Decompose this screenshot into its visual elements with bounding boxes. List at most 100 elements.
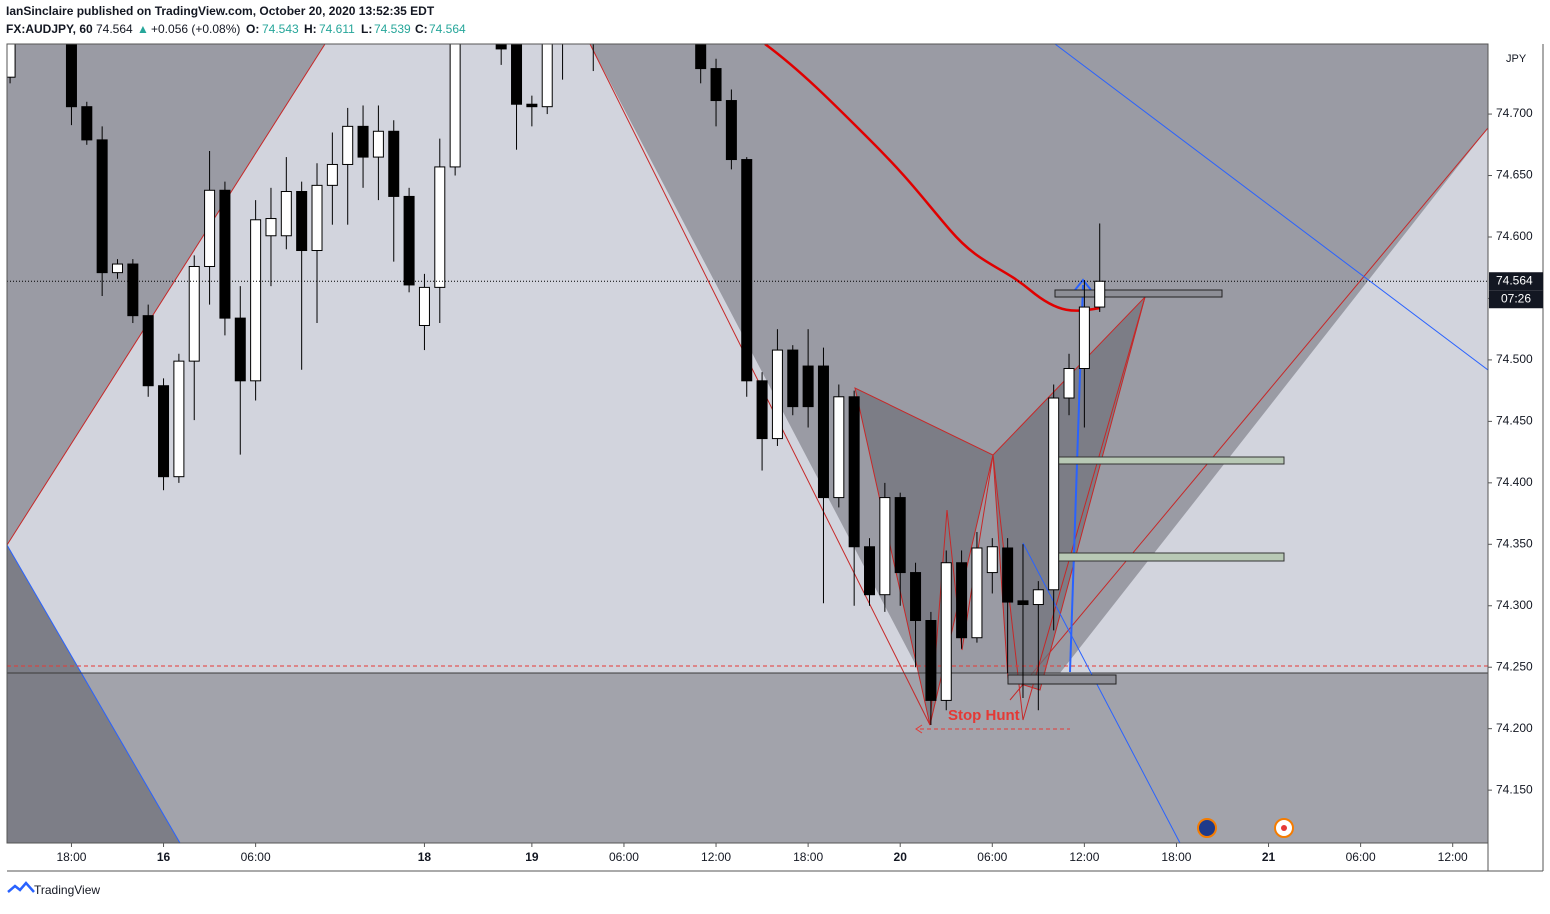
last-price-box — [1489, 272, 1543, 291]
y-tick-label: 74.700 — [1496, 106, 1533, 120]
candle-body — [311, 184, 323, 252]
author-line: IanSinclaire published on TradingView.co… — [6, 4, 435, 18]
x-tick-label: 12:00 — [701, 850, 731, 864]
candle-body — [833, 396, 845, 499]
candle-body — [434, 166, 446, 288]
candle-body — [418, 286, 430, 326]
channel-region — [1060, 128, 1488, 673]
y-tick-label: 74.250 — [1496, 659, 1533, 673]
ohlc-label: O: — [246, 22, 259, 36]
ohlc-value: 74.543 — [262, 22, 299, 36]
candle-body — [265, 218, 277, 237]
brand: TradingView — [34, 883, 100, 897]
lower-region — [7, 673, 1488, 843]
candle-body — [741, 159, 753, 382]
candle-body — [234, 317, 246, 382]
event-icon — [1197, 818, 1217, 838]
candle-body — [588, 28, 598, 34]
candle-body — [526, 103, 538, 108]
candle-body — [219, 189, 231, 319]
candle-body — [188, 265, 200, 362]
candle-body — [771, 349, 783, 440]
candle-body — [388, 130, 400, 197]
candle-body — [971, 547, 983, 639]
candle-body — [1048, 397, 1060, 591]
symbol: FX:AUDJPY, 60 — [6, 22, 93, 36]
y-tick-label: 74.200 — [1496, 721, 1533, 735]
x-tick-label: 18 — [418, 850, 432, 864]
pattern — [992, 296, 1146, 691]
candle-body — [326, 163, 338, 186]
candle-body — [802, 365, 814, 408]
channel-line — [1009, 127, 1488, 701]
candle-body — [848, 396, 860, 548]
x-tick-label: 16 — [157, 850, 171, 864]
candle-body — [250, 219, 262, 382]
ohlc-label: L: — [361, 22, 372, 36]
event-icon-dot — [1281, 825, 1287, 831]
countdown-box — [1489, 290, 1543, 309]
candle-body — [695, 44, 707, 70]
brand-logo — [7, 881, 35, 893]
y-tick-label: 74.350 — [1496, 536, 1533, 550]
candle-body — [817, 365, 829, 499]
zone — [1007, 674, 1117, 685]
symbol-line: FX:AUDJPY, 60 74.564 ▲ +0.056 (+0.08%) O… — [6, 22, 466, 36]
y-tick-label: 74.450 — [1496, 414, 1533, 428]
candle-body — [403, 195, 415, 286]
ohlc-label: C: — [415, 22, 428, 36]
stop-hunt-arrow-head — [915, 724, 923, 734]
candle-body — [1063, 368, 1075, 399]
x-tick-label: 19 — [525, 850, 539, 864]
candle-body — [296, 191, 308, 252]
ohlc-value: 74.539 — [374, 22, 411, 36]
y-tick-label: 74.500 — [1496, 352, 1533, 366]
candle-body — [81, 106, 93, 141]
arrow: ▲ — [137, 22, 149, 36]
x-tick-label: 06:00 — [1346, 850, 1376, 864]
candle-body — [925, 620, 937, 701]
candle-body — [1094, 280, 1106, 308]
x-tick-label: 21 — [1262, 850, 1276, 864]
channel-region — [7, 44, 920, 673]
candle-body — [158, 385, 170, 478]
candle-body — [725, 100, 737, 161]
candle-body — [558, 34, 568, 40]
candle-body — [204, 189, 216, 267]
candle-body — [1078, 306, 1090, 370]
x-tick-label: 18:00 — [1161, 850, 1191, 864]
candle-body — [111, 263, 123, 274]
candle-body — [541, 44, 553, 108]
candle-body — [910, 572, 922, 622]
candle-body — [96, 139, 108, 274]
candle-body — [1017, 600, 1029, 606]
y-tick-label: 74.150 — [1496, 782, 1533, 796]
candle-body — [511, 44, 523, 105]
candle-body — [357, 125, 369, 158]
trend-line — [1022, 542, 1181, 843]
y-tick-label: 74.600 — [1496, 229, 1533, 243]
y-tick-label: 74.650 — [1496, 168, 1533, 182]
candle-body — [342, 125, 354, 165]
channel-line — [7, 44, 326, 546]
candle-body — [986, 546, 998, 574]
candle-body — [1002, 547, 1014, 603]
x-tick-label: 06:00 — [241, 850, 271, 864]
candle-body — [879, 497, 891, 596]
candle-body — [956, 562, 968, 639]
drawings — [7, 28, 1488, 843]
change: +0.056 (+0.08%) — [151, 22, 240, 36]
moving-average — [764, 44, 1101, 312]
candle-body — [787, 349, 799, 408]
candle-body — [173, 360, 185, 478]
countdown-label: 07:26 — [1501, 291, 1531, 305]
candle-body — [710, 68, 722, 102]
price: 74.564 — [96, 22, 133, 36]
candle-body — [142, 315, 154, 387]
annotation: Stop Hunt — [948, 707, 1020, 724]
candles — [7, 28, 1488, 725]
x-tick-label: 20 — [894, 850, 908, 864]
candle-body — [1032, 589, 1044, 606]
